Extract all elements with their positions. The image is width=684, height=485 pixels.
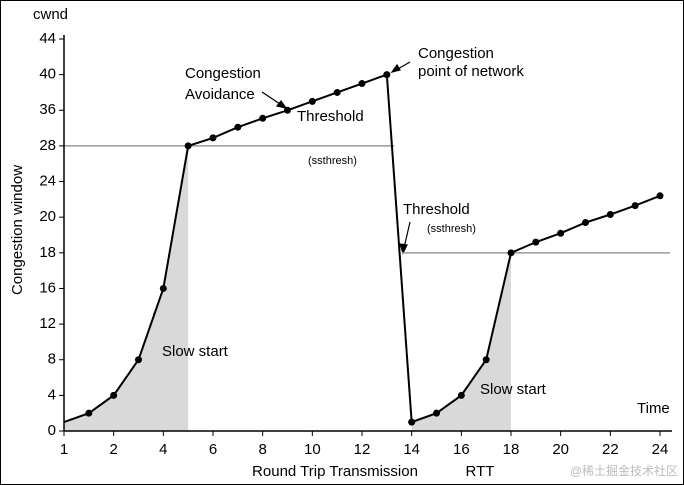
point xyxy=(606,211,614,219)
watermark: @稀土掘金技术社区 xyxy=(570,463,678,478)
y-tick-label: 12 xyxy=(39,315,56,332)
x-tick-label: 14 xyxy=(403,441,420,458)
point xyxy=(184,142,192,150)
x-tick-label: 2 xyxy=(109,441,117,458)
x-tick-label: 1 xyxy=(60,441,68,458)
annotation: Avoidance xyxy=(185,86,255,103)
point xyxy=(209,134,217,142)
annotation: point of network xyxy=(418,63,524,80)
point xyxy=(532,238,540,246)
annotation: Threshold xyxy=(403,201,470,218)
x-tick-label: 20 xyxy=(552,441,569,458)
x-axis-label: Round Trip Transmission xyxy=(252,463,418,480)
point xyxy=(408,418,416,426)
point xyxy=(85,409,93,417)
arrowhead xyxy=(399,243,408,255)
point xyxy=(259,114,267,122)
y-tick-label: 20 xyxy=(39,208,56,225)
annotation: Congestion xyxy=(185,65,261,82)
y-tick-label: 0 xyxy=(48,422,56,439)
point xyxy=(631,202,639,210)
point xyxy=(656,192,664,200)
y-tick-label: 4 xyxy=(48,386,56,403)
x-tick-label: 6 xyxy=(209,441,217,458)
slow-start-area xyxy=(64,145,189,431)
arrowhead xyxy=(390,63,401,73)
x-tick-label: 8 xyxy=(258,441,266,458)
y-tick-label: 28 xyxy=(39,137,56,154)
y-tick-label: 24 xyxy=(39,173,56,190)
annotation: Congestion xyxy=(418,45,494,62)
point xyxy=(457,391,465,399)
x-tick-label: 10 xyxy=(304,441,321,458)
point xyxy=(284,106,291,114)
x-tick-label: 24 xyxy=(652,441,669,458)
slow-start-area xyxy=(411,252,511,431)
y-tick-label: 16 xyxy=(39,279,56,296)
y-tick-label: 8 xyxy=(48,351,56,368)
y-tick-label: 44 xyxy=(39,30,56,47)
annotation: (ssthresh) xyxy=(427,223,476,235)
point xyxy=(333,88,341,96)
point xyxy=(557,229,565,237)
arrowhead xyxy=(275,100,288,109)
annotation: Threshold xyxy=(297,108,364,125)
x-tick-label: 22 xyxy=(602,441,619,458)
y-tick-label: 40 xyxy=(39,66,56,83)
x-tick-label: 12 xyxy=(354,441,371,458)
point xyxy=(308,97,316,105)
x-tick-label: 4 xyxy=(159,441,167,458)
y-tick-label: 36 xyxy=(39,101,56,118)
point xyxy=(383,71,391,79)
annotation: Slow start xyxy=(162,343,229,360)
point xyxy=(159,284,167,292)
point xyxy=(358,80,366,88)
point xyxy=(110,391,118,399)
annotation: (ssthresh) xyxy=(308,155,357,167)
point xyxy=(482,356,490,364)
x-end-label: Time xyxy=(637,400,670,417)
x-tick-label: 18 xyxy=(503,441,520,458)
x-unit-label: RTT xyxy=(466,463,495,480)
annotation: Slow start xyxy=(480,381,547,398)
y-tick-label: 18 xyxy=(39,244,56,261)
point xyxy=(234,123,242,131)
x-tick-label: 16 xyxy=(453,441,470,458)
y-unit-label: cwnd xyxy=(33,6,68,23)
point xyxy=(433,409,440,417)
point xyxy=(507,249,515,257)
point xyxy=(135,356,142,364)
arrow xyxy=(403,221,411,249)
y-axis-label: Congestion window xyxy=(9,165,26,295)
point xyxy=(582,219,589,227)
